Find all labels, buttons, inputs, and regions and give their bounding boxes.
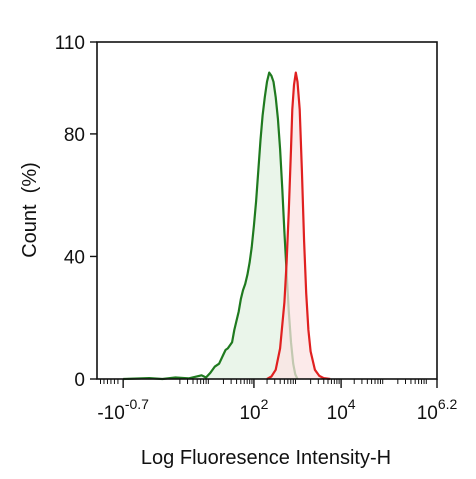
- y-tick-label: 110: [55, 33, 85, 54]
- y-tick-label: 80: [64, 125, 85, 146]
- x-tick-label: -10-0.7: [97, 396, 149, 424]
- series-2-fill: [267, 72, 331, 379]
- y-axis-label: Count (%): [19, 162, 41, 258]
- x-axis-label: Log Fluoresence Intensity-H: [141, 447, 391, 469]
- axes-layer: 0 40 80 110 -10-0.7 102 104 106.2: [55, 33, 458, 424]
- x-tick-label: 104: [327, 396, 356, 424]
- series-2-line: [266, 71, 331, 381]
- series-1-line: [123, 71, 299, 381]
- series-layer: [123, 71, 331, 381]
- x-tick-label: 106.2: [417, 396, 458, 424]
- x-tick-label: 102: [239, 396, 268, 424]
- y-tick-label: 40: [64, 247, 85, 268]
- series-1-fill: [123, 72, 298, 379]
- y-tick-label: 0: [74, 370, 85, 391]
